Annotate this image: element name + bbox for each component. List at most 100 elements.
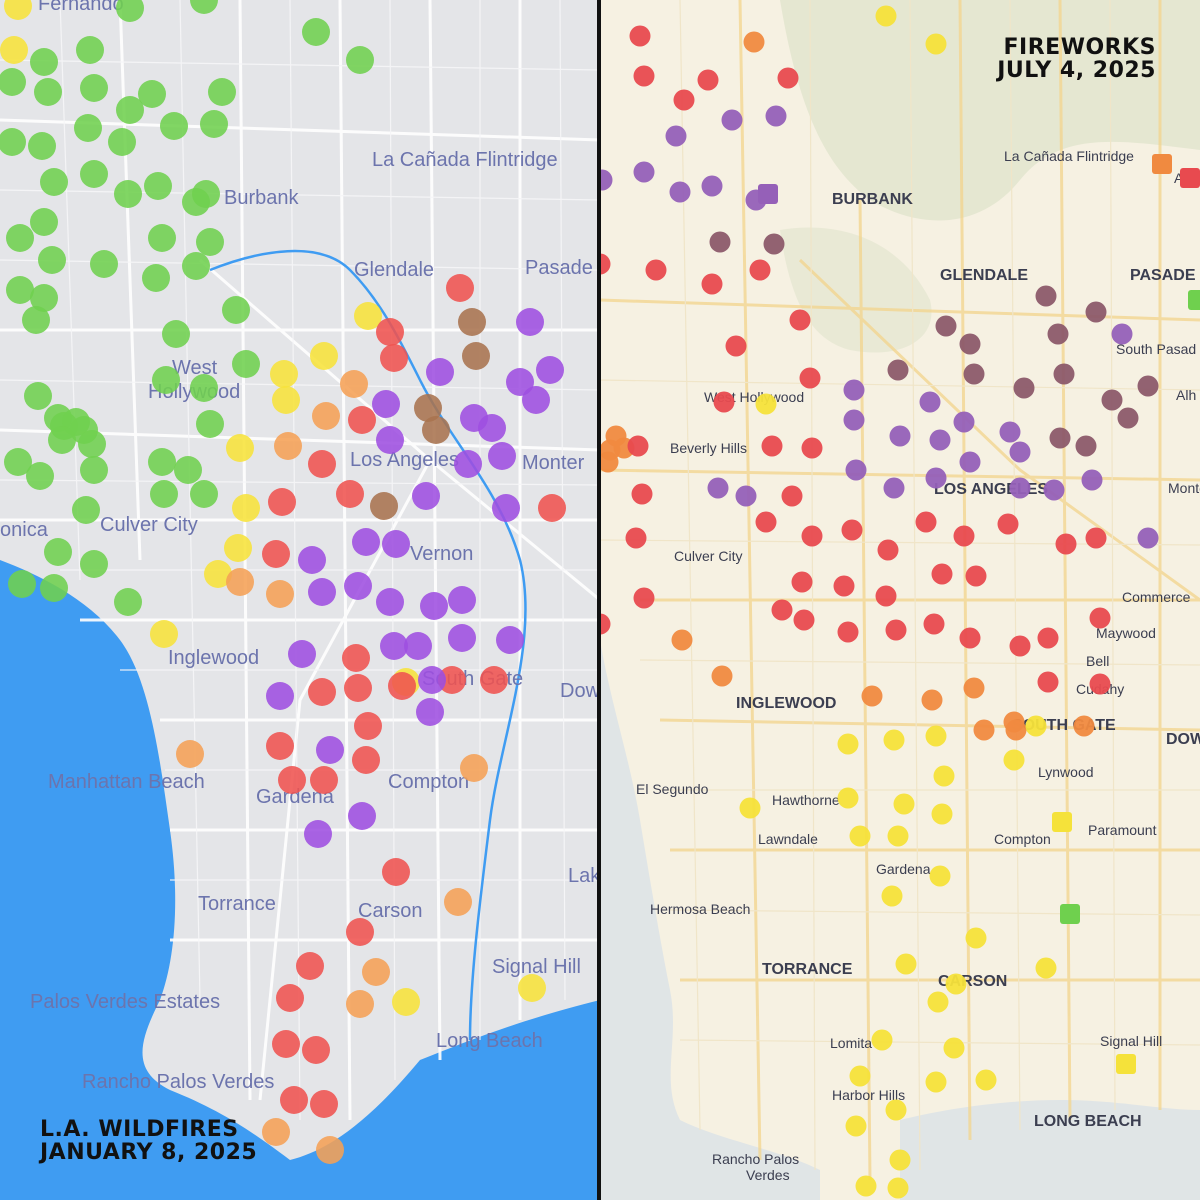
fireworks-point-fw_red — [1089, 673, 1111, 695]
fireworks-point-fw_red — [1037, 627, 1059, 649]
wildfires-map: Fernando La Cañada Flintridge Burbank Glend… — [0, 0, 600, 1200]
place-label: Lak — [568, 865, 600, 887]
place-label: Paramount — [1088, 822, 1157, 838]
fireworks-point-fw_purple — [765, 105, 787, 127]
fireworks-point-fw_red — [645, 259, 667, 281]
place-label: Rancho Palos — [712, 1151, 799, 1167]
wildfire-point-yellow — [392, 988, 420, 1016]
fireworks-point-fw_red — [629, 25, 651, 47]
wildfire-point-green — [0, 68, 26, 96]
wildfire-point-green — [150, 480, 178, 508]
wildfire-point-orange — [262, 1118, 290, 1146]
fireworks-square-marker — [758, 184, 778, 204]
place-label: Culver City — [100, 514, 198, 536]
wildfire-point-red — [272, 1030, 300, 1058]
wildfire-point-purple — [448, 624, 476, 652]
fireworks-point-fw_orange — [921, 689, 943, 711]
fireworks-point-fw_purple — [919, 391, 941, 413]
fireworks-square-marker — [1188, 290, 1200, 310]
wildfire-point-purple — [516, 308, 544, 336]
wildfire-point-red — [348, 406, 376, 434]
fireworks-point-fw_purple — [735, 485, 757, 507]
fireworks-point-fw_purple — [999, 421, 1021, 443]
place-label: Pasade — [525, 257, 593, 279]
wildfire-point-green — [182, 252, 210, 280]
wildfire-point-purple — [522, 386, 550, 414]
wildfire-point-purple — [376, 426, 404, 454]
wildfire-point-yellow — [270, 360, 298, 388]
wildfire-point-purple — [352, 528, 380, 556]
wildfire-point-purple — [308, 578, 336, 606]
fireworks-point-fw_yellow — [755, 393, 777, 415]
wildfire-point-green — [30, 48, 58, 76]
harbor-water — [900, 1100, 1200, 1200]
fireworks-point-fw_red — [633, 65, 655, 87]
fireworks-point-fw_red — [789, 309, 811, 331]
fireworks-point-fw_red — [631, 483, 653, 505]
wildfire-point-green — [208, 78, 236, 106]
wildfire-point-yellow — [310, 342, 338, 370]
fireworks-point-fw_red — [801, 525, 823, 547]
wildfire-point-green — [30, 208, 58, 236]
wildfire-point-orange — [340, 370, 368, 398]
wildfire-point-red — [268, 488, 296, 516]
wildfire-point-purple — [404, 632, 432, 660]
place-label: LONG BEACH — [1034, 1113, 1142, 1130]
fireworks-point-fw_maroon — [1137, 375, 1159, 397]
fireworks-point-fw_yellow — [849, 825, 871, 847]
wildfire-point-purple — [420, 592, 448, 620]
place-label: Bell — [1086, 653, 1109, 669]
wildfire-point-green — [4, 448, 32, 476]
place-label: INGLEWOOD — [736, 695, 836, 712]
wildfire-point-red — [308, 678, 336, 706]
fireworks-point-fw_maroon — [1117, 407, 1139, 429]
fireworks-point-fw_maroon — [709, 231, 731, 253]
wildfire-point-green — [148, 224, 176, 252]
wildfire-point-red — [280, 1086, 308, 1114]
fireworks-point-fw_red — [837, 621, 859, 643]
fireworks-point-fw_maroon — [935, 315, 957, 337]
fireworks-point-fw_yellow — [889, 1149, 911, 1171]
place-label: Compton — [994, 831, 1051, 847]
fireworks-point-fw_purple — [701, 175, 723, 197]
fireworks-point-fw_yellow — [739, 797, 761, 819]
wildfire-point-orange — [362, 958, 390, 986]
wildfire-point-green — [152, 366, 180, 394]
place-label: West — [172, 357, 218, 379]
wildfire-point-green — [80, 74, 108, 102]
wildfire-point-green — [80, 550, 108, 578]
wildfire-point-orange — [176, 740, 204, 768]
fireworks-point-fw_maroon — [1047, 323, 1069, 345]
fireworks-point-fw_yellow — [927, 991, 949, 1013]
wildfire-point-red — [352, 746, 380, 774]
place-label: Compton — [388, 771, 469, 793]
fireworks-point-fw_red — [923, 613, 945, 635]
wildfire-point-green — [78, 430, 106, 458]
panel-divider — [597, 0, 601, 1200]
wildfire-point-red — [388, 672, 416, 700]
wildfire-point-green — [222, 296, 250, 324]
wildfire-point-red — [354, 712, 382, 740]
fireworks-point-fw_red — [997, 513, 1019, 535]
wildfire-point-green — [0, 128, 26, 156]
wildfire-point-purple — [380, 632, 408, 660]
fireworks-caption-date: JULY 4, 2025 — [997, 58, 1156, 83]
place-label: PASADE — [1130, 267, 1196, 284]
fireworks-point-fw_maroon — [1085, 301, 1107, 323]
wildfire-point-orange — [444, 888, 472, 916]
wildfire-point-green — [24, 382, 52, 410]
wildfire-point-yellow — [4, 0, 32, 20]
wildfire-points — [0, 0, 566, 1164]
fireworks-point-fw_yellow — [925, 33, 947, 55]
wildfire-point-green — [302, 18, 330, 46]
fireworks-point-fw_purple — [959, 451, 981, 473]
place-label: Lawndale — [758, 831, 818, 847]
fireworks-point-fw_red — [1089, 607, 1111, 629]
fireworks-point-fw_purple — [707, 477, 729, 499]
wildfire-point-orange — [274, 432, 302, 460]
fireworks-point-fw_maroon — [1075, 435, 1097, 457]
wildfire-point-purple — [418, 666, 446, 694]
wildfire-point-orange — [226, 568, 254, 596]
wildfire-point-green — [40, 574, 68, 602]
fireworks-point-fw_maroon — [1053, 363, 1075, 385]
